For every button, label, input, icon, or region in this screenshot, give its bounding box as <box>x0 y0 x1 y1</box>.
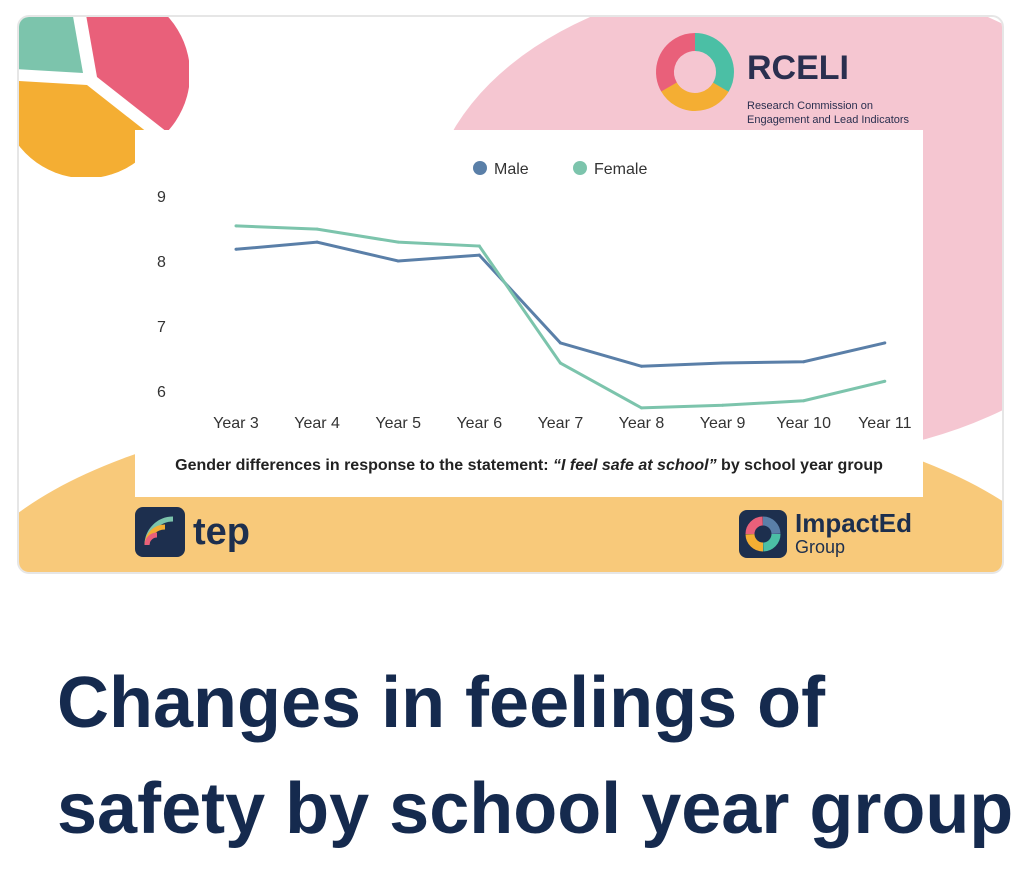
data-point <box>883 341 887 345</box>
chart-caption: Gender differences in response to the st… <box>175 457 883 474</box>
data-point <box>396 240 400 244</box>
rceli-title: RCELI <box>747 49 849 87</box>
legend-marker <box>573 161 587 175</box>
legend-marker <box>473 161 487 175</box>
data-point <box>234 247 238 251</box>
tep-icon <box>135 507 185 557</box>
data-point <box>802 360 806 364</box>
x-tick-label: Year 3 <box>213 415 259 432</box>
data-point <box>315 240 319 244</box>
data-point <box>721 361 725 365</box>
x-tick-label: Year 9 <box>700 415 746 432</box>
data-point <box>721 403 725 407</box>
x-tick-label: Year 7 <box>538 415 584 432</box>
pie-decoration-icon <box>19 17 189 177</box>
data-point <box>558 361 562 365</box>
data-point <box>802 399 806 403</box>
rceli-cycle-icon <box>656 33 734 111</box>
impacted-logo: ImpactEd Group <box>739 509 912 558</box>
x-tick-label: Year 4 <box>294 415 340 432</box>
tep-logo: tep <box>135 507 250 557</box>
article-headline: Changes in feelings of safety by school y… <box>57 663 1014 849</box>
x-tick-label: Year 10 <box>776 415 831 432</box>
x-tick-label: Year 6 <box>456 415 502 432</box>
x-tick-label: Year 11 <box>858 415 911 432</box>
x-tick-label: Year 5 <box>375 415 421 432</box>
y-tick-label: 9 <box>157 189 166 206</box>
data-point <box>315 227 319 231</box>
data-point <box>477 253 481 257</box>
rceli-subtitle: Research Commission on Engagement and Lea… <box>747 100 910 126</box>
data-point <box>234 224 238 228</box>
legend-label-male: Male <box>494 161 529 178</box>
rceli-logo: RCELI Research Commission on Engagement a… <box>654 27 974 127</box>
data-point <box>558 341 562 345</box>
data-point <box>477 244 481 248</box>
series-line-male <box>235 240 886 368</box>
y-tick-label: 7 <box>157 319 166 336</box>
chart-panel: 6 7 8 9 Year 3 Year 4 Year 5 Year 6 Year 7 Year 8… <box>135 130 923 497</box>
data-point <box>396 259 400 263</box>
infographic-card: RCELI Research Commission on Engagement a… <box>17 15 1004 574</box>
x-tick-label: Year 8 <box>619 415 665 432</box>
data-point <box>883 379 887 383</box>
impacted-icon <box>739 509 787 558</box>
data-point <box>640 364 643 368</box>
y-tick-label: 6 <box>157 384 166 401</box>
y-tick-label: 8 <box>157 254 166 271</box>
line-chart: 6 7 8 9 Year 3 Year 4 Year 5 Year 6 Year 7 Year 8… <box>157 161 912 432</box>
legend-label-female: Female <box>594 161 647 178</box>
data-point <box>640 406 643 410</box>
series-line-female <box>235 224 886 410</box>
